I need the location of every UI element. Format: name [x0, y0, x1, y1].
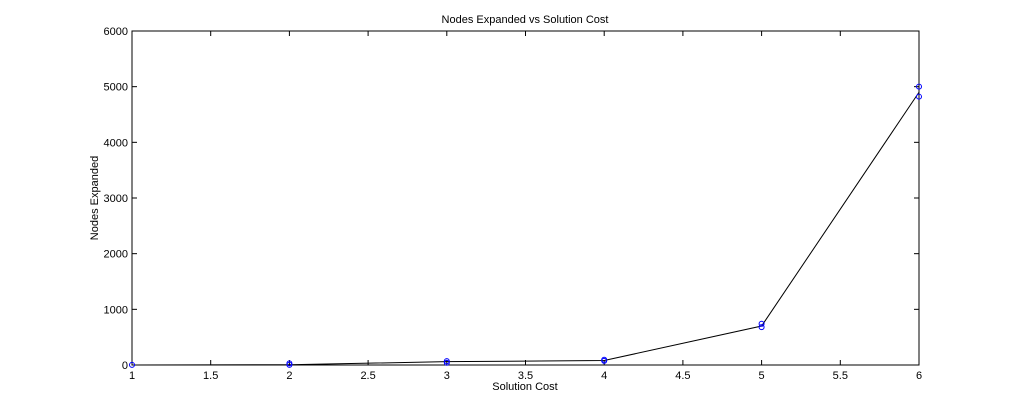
- x-tick-label: 5.5: [833, 370, 848, 382]
- y-axis-label: Nodes Expanded: [89, 156, 101, 240]
- x-tick-label: 2.5: [360, 370, 375, 382]
- data-point: [916, 93, 922, 100]
- y-tick-label: 0: [122, 360, 128, 372]
- data-point: [601, 356, 608, 363]
- x-tick-label: 6: [916, 370, 922, 382]
- plot-frame: [131, 30, 920, 366]
- y-tick-label: 1000: [104, 304, 128, 316]
- x-tick-label: 4: [601, 370, 607, 382]
- data-point: [443, 359, 450, 366]
- x-tick-label: 1.5: [203, 370, 218, 382]
- x-tick-label: 1: [129, 370, 135, 382]
- data-point: [758, 320, 765, 327]
- data-point: [286, 360, 293, 367]
- x-tick-label: 4.5: [675, 370, 690, 382]
- x-axis-label: Solution Cost: [492, 381, 557, 393]
- y-tick-label: 2000: [104, 249, 128, 261]
- y-axis: 0 1000 2000 3000 4000 5000 6000: [104, 26, 919, 372]
- series-group: [129, 83, 922, 368]
- x-tick-label: 3: [444, 370, 450, 382]
- y-tick-label: 5000: [104, 82, 128, 94]
- data-point: [758, 324, 765, 331]
- x-axis: 1 1.5 2 2.5 3 3.5 4 4.5 5 5.5 6: [129, 31, 922, 382]
- data-point: [916, 83, 922, 90]
- y-tick-label: 4000: [104, 137, 128, 149]
- x-tick-label: 3.5: [518, 370, 533, 382]
- data-point: [443, 358, 450, 365]
- x-tick-label: 2: [286, 370, 292, 382]
- y-tick-label: 6000: [104, 26, 128, 38]
- data-point: [129, 361, 135, 368]
- chart-title: Nodes Expanded vs Solution Cost: [442, 14, 609, 26]
- y-tick-label: 3000: [104, 193, 128, 205]
- x-tick-label: 5: [759, 370, 765, 382]
- series-line: [131, 91, 920, 366]
